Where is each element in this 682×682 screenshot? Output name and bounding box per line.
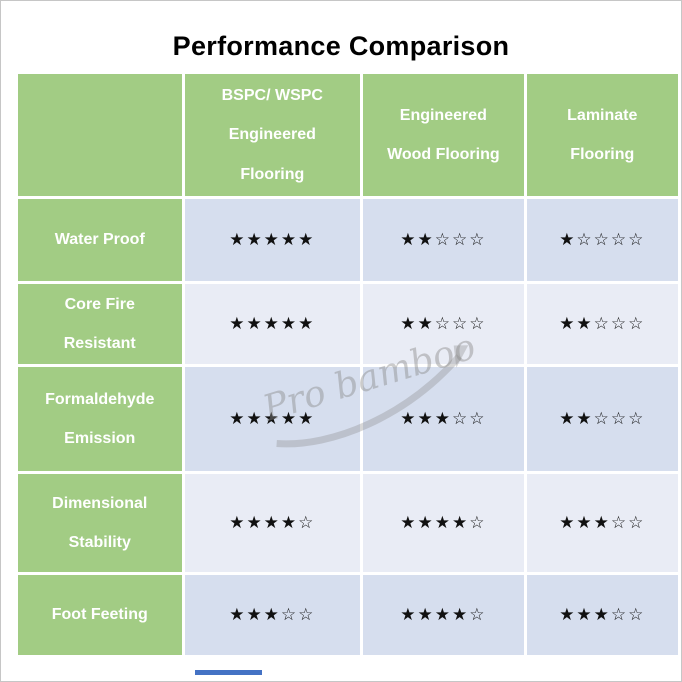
row-label-formaldehyde-emission: Formaldehyde Emission xyxy=(18,367,182,471)
header-row: BSPC/ WSPC Engineered Flooring Engineere… xyxy=(18,74,678,196)
row-label-water-proof: Water Proof xyxy=(18,199,182,281)
rating-cell: ★★★☆☆ xyxy=(526,474,678,572)
rating-cell: ★★★★☆ xyxy=(184,474,361,572)
rating-cell: ★★★☆☆ xyxy=(363,367,524,471)
table-row: Water Proof ★★★★★ ★★☆☆☆ ★☆☆☆☆ xyxy=(18,199,678,281)
rating-cell: ★★★★☆ xyxy=(363,575,524,655)
rating-cell: ★★☆☆☆ xyxy=(526,367,678,471)
column-header-bspc-wspc: BSPC/ WSPC Engineered Flooring xyxy=(184,74,361,196)
row-label-core-fire-resistant: Core Fire Resistant xyxy=(18,284,182,364)
row-label-dimensional-stability: Dimensional Stability xyxy=(18,474,182,572)
table-row: Formaldehyde Emission ★★★★★ ★★★☆☆ ★★☆☆☆ xyxy=(18,367,678,471)
rating-cell: ★★★★★ xyxy=(184,199,361,281)
rating-cell: ★☆☆☆☆ xyxy=(526,199,678,281)
rating-cell: ★★☆☆☆ xyxy=(363,199,524,281)
page-title: Performance Comparison xyxy=(172,31,510,61)
rating-cell: ★★☆☆☆ xyxy=(363,284,524,364)
rating-cell: ★★★★☆ xyxy=(363,474,524,572)
column-header-engineered-wood: Engineered Wood Flooring xyxy=(363,74,524,196)
rating-cell: ★★★★★ xyxy=(184,367,361,471)
bottom-blue-line xyxy=(195,670,262,675)
table-row: Core Fire Resistant ★★★★★ ★★☆☆☆ ★★☆☆☆ xyxy=(18,284,678,364)
rating-cell: ★★★☆☆ xyxy=(184,575,361,655)
comparison-table: BSPC/ WSPC Engineered Flooring Engineere… xyxy=(15,71,681,658)
rating-cell: ★★★★★ xyxy=(184,284,361,364)
rating-cell: ★★☆☆☆ xyxy=(526,284,678,364)
column-header-laminate: Laminate Flooring xyxy=(526,74,678,196)
rating-cell: ★★★☆☆ xyxy=(526,575,678,655)
row-label-foot-feeting: Foot Feeting xyxy=(18,575,182,655)
corner-cell xyxy=(18,74,182,196)
table-row: Dimensional Stability ★★★★☆ ★★★★☆ ★★★☆☆ xyxy=(18,474,678,572)
table-row: Foot Feeting ★★★☆☆ ★★★★☆ ★★★☆☆ xyxy=(18,575,678,655)
